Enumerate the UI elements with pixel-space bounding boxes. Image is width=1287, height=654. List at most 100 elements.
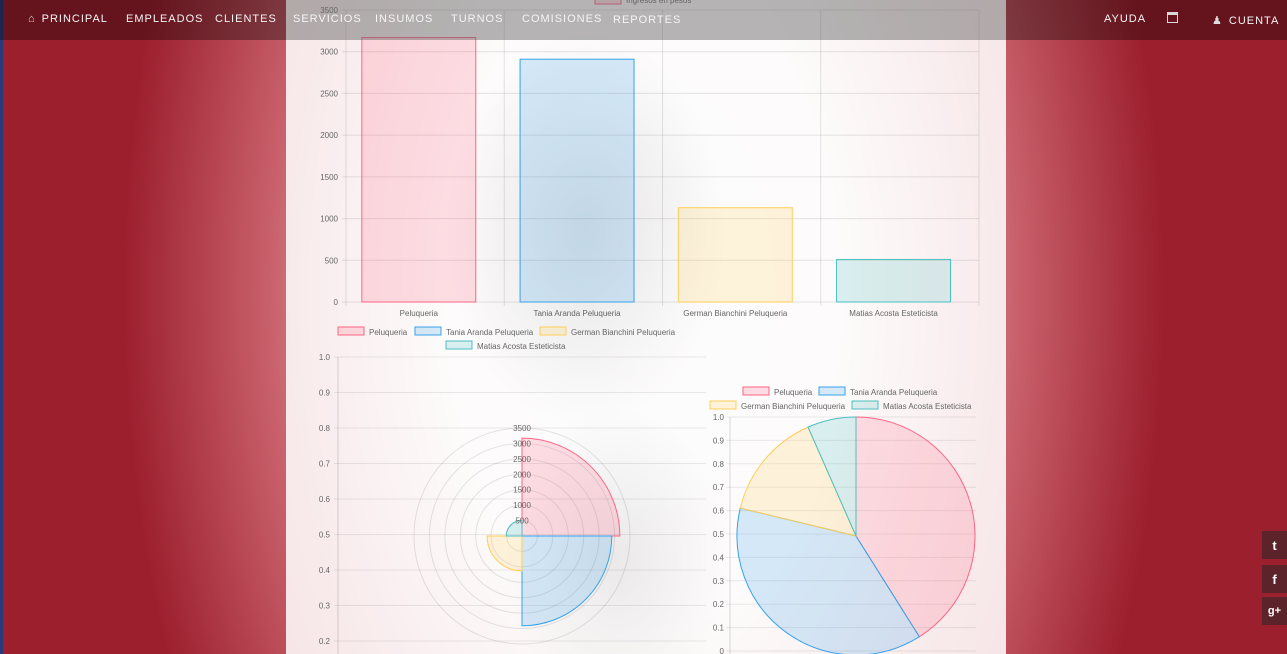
twitter-button[interactable]: t [1262, 531, 1287, 559]
polar-segment-4 [505, 519, 523, 537]
polar-axis-tick: 0.5 [319, 531, 331, 540]
polar-axis-tick: 0.2 [319, 637, 331, 646]
pie-legend-item-swatch [851, 400, 879, 410]
bar-xtick-label: Peluqueria [400, 309, 439, 318]
nav-comisiones-label: COMISIONES [522, 13, 603, 25]
bar-ytick-label: 3500 [320, 6, 338, 15]
nav-clientes[interactable]: CLIENTES [215, 13, 277, 25]
bar-legend-item-swatch [414, 326, 442, 336]
pie-legend-item-label: Peluqueria [774, 388, 813, 397]
bar-legend-item-label: German Bianchini Peluqueria [571, 328, 676, 337]
pie-legend-item-swatch [742, 386, 770, 396]
polar-axis-tick: 1.0 [319, 353, 331, 362]
pie-axis-tick: 0.8 [713, 460, 725, 469]
polar-segment-1 [521, 437, 621, 537]
window-left-edge [0, 0, 3, 654]
google-plus-button[interactable]: g+ [1262, 597, 1287, 625]
nav-principal-label: PRINCIPAL [41, 13, 108, 25]
google-plus-icon: g+ [1267, 605, 1282, 617]
navbar-highlight [286, 0, 1006, 40]
facebook-icon: f [1272, 571, 1277, 587]
nav-reportes[interactable]: REPORTES [613, 14, 681, 26]
bar-legend-item-swatch [539, 326, 567, 336]
pie-axis-tick: 1.0 [713, 413, 725, 422]
polar-axis-tick: 0.3 [319, 602, 331, 611]
bar-legend-swatch [594, 0, 622, 5]
nav-ayuda[interactable]: AYUDA [1104, 13, 1146, 25]
nav-servicios-label: SERVICIOS [293, 13, 362, 25]
pie-legend-item-label: German Bianchini Peluqueria [741, 402, 846, 411]
twitter-icon: t [1272, 537, 1277, 553]
pie-axis-tick: 0.7 [713, 483, 725, 492]
pie-axis-tick: 0.9 [713, 436, 725, 445]
nav-empleados[interactable]: EMPLEADOS [126, 13, 203, 25]
nav-turnos-label: TURNOS [451, 13, 504, 25]
polar-rtick-label: 500 [515, 517, 529, 526]
pie-axis-tick: 0.6 [713, 507, 725, 516]
pie-axis-tick: 0 [720, 647, 725, 654]
pie-axis-tick: 0.5 [713, 530, 725, 539]
polar-rtick-label: 2000 [513, 470, 531, 479]
nav-empleados-label: EMPLEADOS [126, 13, 204, 25]
pie-axis-tick: 0.2 [713, 600, 725, 609]
pie-slice-4 [807, 416, 857, 537]
background-photo [286, 0, 1006, 654]
pie-slice-3 [739, 426, 857, 537]
nav-clientes-label: CLIENTES [215, 13, 277, 25]
pie-legend-item-label: Matias Acosta Esteticista [883, 402, 972, 411]
top-navbar: ⌂ PRINCIPAL EMPLEADOS CLIENTES SERVICIOS … [0, 0, 1287, 40]
bar-legend-item-swatch [445, 340, 473, 350]
facebook-button[interactable]: f [1262, 565, 1287, 593]
nav-cuenta[interactable]: ♟ CUENTA [1212, 14, 1279, 27]
bar-ytick-label: 3000 [320, 48, 338, 57]
nav-insumos[interactable]: INSUMOS [375, 13, 433, 25]
calendar-icon[interactable] [1167, 12, 1178, 23]
bar-2 [519, 58, 635, 303]
bar-ytick-label: 2000 [320, 131, 338, 140]
pie-legend-item-swatch [709, 400, 737, 410]
bar-ytick-label: 500 [325, 256, 339, 265]
home-icon: ⌂ [28, 13, 36, 25]
bar-1 [361, 37, 477, 303]
bar-legend-item-label: Peluqueria [369, 328, 408, 337]
pie-axis-tick: 0.3 [713, 577, 725, 586]
polar-segment-3 [486, 535, 523, 572]
polar-axis-tick: 0.6 [319, 495, 331, 504]
pie-axis-tick: 0.4 [713, 553, 725, 562]
pie-axis-tick: 0.1 [713, 624, 725, 633]
bar-legend-item-swatch [337, 326, 365, 336]
bar-legend-label: Ingresos en pesos [626, 0, 691, 5]
bar-legend-item-label: Tania Aranda Peluqueria [446, 328, 534, 337]
polar-rtick-label: 1500 [513, 486, 531, 495]
bar-xtick-label: Matias Acosta Esteticista [849, 309, 938, 318]
polar-axis-tick: 0.8 [319, 424, 331, 433]
polar-axis-tick: 0.4 [319, 566, 331, 575]
pie-slice-2 [736, 507, 921, 654]
bar-ytick-label: 1500 [320, 173, 338, 182]
bar-4 [836, 258, 952, 303]
bar-legend-item-label: Matias Acosta Esteticista [477, 342, 566, 351]
nav-cuenta-label: CUENTA [1228, 15, 1280, 27]
polar-rtick-label: 1000 [513, 501, 531, 510]
bar-ytick-label: 2500 [320, 89, 338, 98]
polar-rtick-label: 3500 [513, 424, 531, 433]
nav-principal[interactable]: ⌂ PRINCIPAL [28, 13, 108, 25]
polar-rtick-label: 3000 [513, 439, 531, 448]
nav-servicios[interactable]: SERVICIOS [293, 13, 362, 25]
nav-reportes-label: REPORTES [613, 14, 682, 26]
bar-xtick-label: German Bianchini Peluqueria [683, 309, 788, 318]
polar-axis-tick: 0.9 [319, 389, 331, 398]
polar-rtick-label: 2500 [513, 455, 531, 464]
bar-ytick-label: 1000 [320, 215, 338, 224]
nav-ayuda-label: AYUDA [1104, 13, 1147, 25]
charts-canvas: Ingresos en pesos 0 500 1000 1500 2000 2500 300… [319, 0, 980, 654]
pie-slice-1 [855, 416, 976, 638]
bar-3 [677, 207, 793, 303]
nav-insumos-label: INSUMOS [375, 13, 434, 25]
nav-turnos[interactable]: TURNOS [451, 13, 503, 25]
pie-legend-item-label: Tania Aranda Peluqueria [850, 388, 938, 397]
reports-panel: Ingresos en pesos 0 500 1000 1500 2000 2500 300… [286, 0, 1006, 654]
nav-comisiones[interactable]: COMISIONES [522, 13, 602, 25]
pie-legend-item-swatch [818, 386, 846, 396]
polar-axis-tick: 0.7 [319, 460, 331, 469]
